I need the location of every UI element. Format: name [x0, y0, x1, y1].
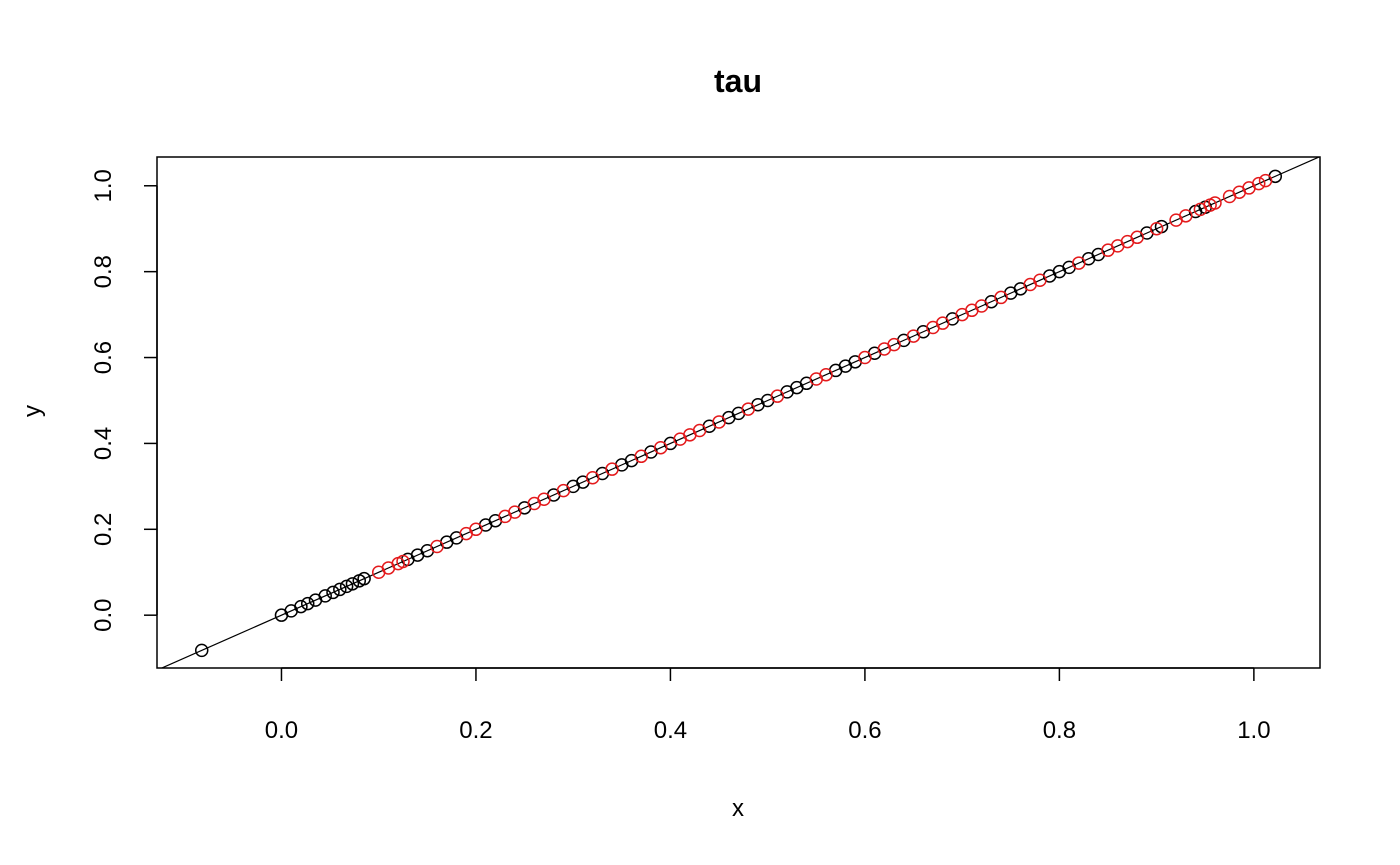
- y-tick-label: 1.0: [90, 169, 117, 202]
- data-point: [294, 599, 308, 614]
- data-point: [300, 596, 315, 611]
- data-point: [194, 643, 209, 658]
- data-point: [935, 316, 950, 330]
- data-point: [396, 554, 410, 569]
- x-tick-label: 0.6: [848, 717, 881, 744]
- data-point: [1208, 196, 1222, 210]
- y-tick-label: 0.8: [90, 255, 117, 288]
- data-point: [974, 299, 989, 313]
- data-point: [556, 483, 571, 498]
- x-axis: 0.0 0.2 0.4 0.6 0.8 1.0: [265, 667, 1271, 744]
- data-point: [605, 462, 619, 476]
- x-tick-label: 0.4: [654, 717, 687, 744]
- data-point: [741, 402, 755, 416]
- data-point: [318, 589, 332, 603]
- data-point: [339, 579, 354, 594]
- x-tick-label: 0.0: [265, 717, 298, 744]
- reference-line: [160, 157, 1320, 668]
- data-point: [1179, 209, 1193, 223]
- data-point: [819, 367, 833, 382]
- data-point: [634, 449, 649, 464]
- x-tick-label: 0.2: [459, 717, 492, 744]
- y-tick-label: 0.4: [90, 427, 117, 460]
- data-point: [345, 577, 360, 591]
- x-tick-label: 1.0: [1237, 717, 1270, 744]
- data-point: [692, 423, 707, 438]
- data-point: [653, 440, 668, 455]
- data-point: [906, 329, 921, 343]
- x-axis-title: x: [732, 795, 744, 822]
- data-point: [585, 471, 600, 485]
- data-point: [712, 415, 726, 429]
- data-point: [887, 337, 901, 352]
- series-1: [371, 173, 1273, 579]
- data-point: [508, 505, 522, 519]
- x-tick-label: 0.8: [1043, 717, 1076, 744]
- y-tick-label: 0.2: [90, 513, 117, 546]
- data-point: [770, 389, 785, 403]
- plot-area: [156, 156, 1321, 669]
- y-tick-label: 0.0: [90, 598, 117, 631]
- chart-title: tau: [714, 63, 762, 99]
- y-axis-title: y: [19, 405, 46, 417]
- data-point: [994, 290, 1008, 305]
- data-point: [1258, 173, 1273, 188]
- data-point: [469, 522, 483, 537]
- data-point: [1251, 176, 1266, 191]
- data-point: [858, 350, 872, 365]
- y-axis: 0.0 0.2 0.4 0.6 0.8 1.0: [90, 169, 158, 632]
- data-point: [430, 539, 444, 554]
- data-point: [1130, 230, 1144, 245]
- y-tick-label: 0.6: [90, 341, 117, 374]
- data-point: [1149, 221, 1164, 236]
- data-point: [326, 585, 340, 600]
- data-point: [333, 582, 347, 597]
- data-point: [1033, 273, 1047, 287]
- data-point: [1072, 256, 1086, 270]
- data-point: [357, 571, 371, 586]
- data-point: [537, 492, 551, 506]
